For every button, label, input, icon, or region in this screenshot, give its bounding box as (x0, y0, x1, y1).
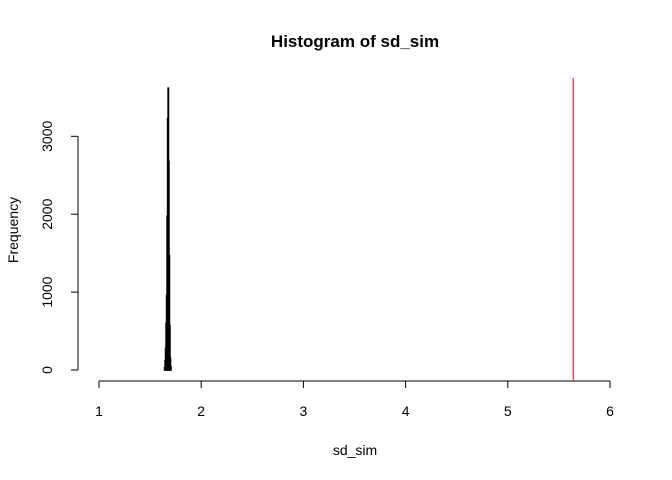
x-tick-label: 4 (402, 403, 410, 419)
x-tick-label: 1 (95, 403, 103, 419)
x-axis: 1 2 3 4 5 6 (95, 380, 614, 419)
x-tick-label: 3 (300, 403, 308, 419)
x-axis-label: sd_sim (333, 442, 377, 458)
x-tick-label: 2 (197, 403, 205, 419)
y-tick-label: 2000 (39, 198, 55, 229)
y-axis-label: Frequency (5, 197, 21, 263)
x-tick-label: 6 (606, 403, 614, 419)
chart-title: Histogram of sd_sim (271, 32, 439, 51)
y-tick-label: 1000 (39, 276, 55, 307)
histogram-bar (169, 366, 172, 371)
y-axis: 0 1000 2000 3000 (39, 121, 79, 374)
y-tick-label: 0 (39, 366, 55, 374)
histogram-bars (163, 87, 172, 371)
x-tick-label: 5 (504, 403, 512, 419)
y-tick-label: 3000 (39, 121, 55, 152)
